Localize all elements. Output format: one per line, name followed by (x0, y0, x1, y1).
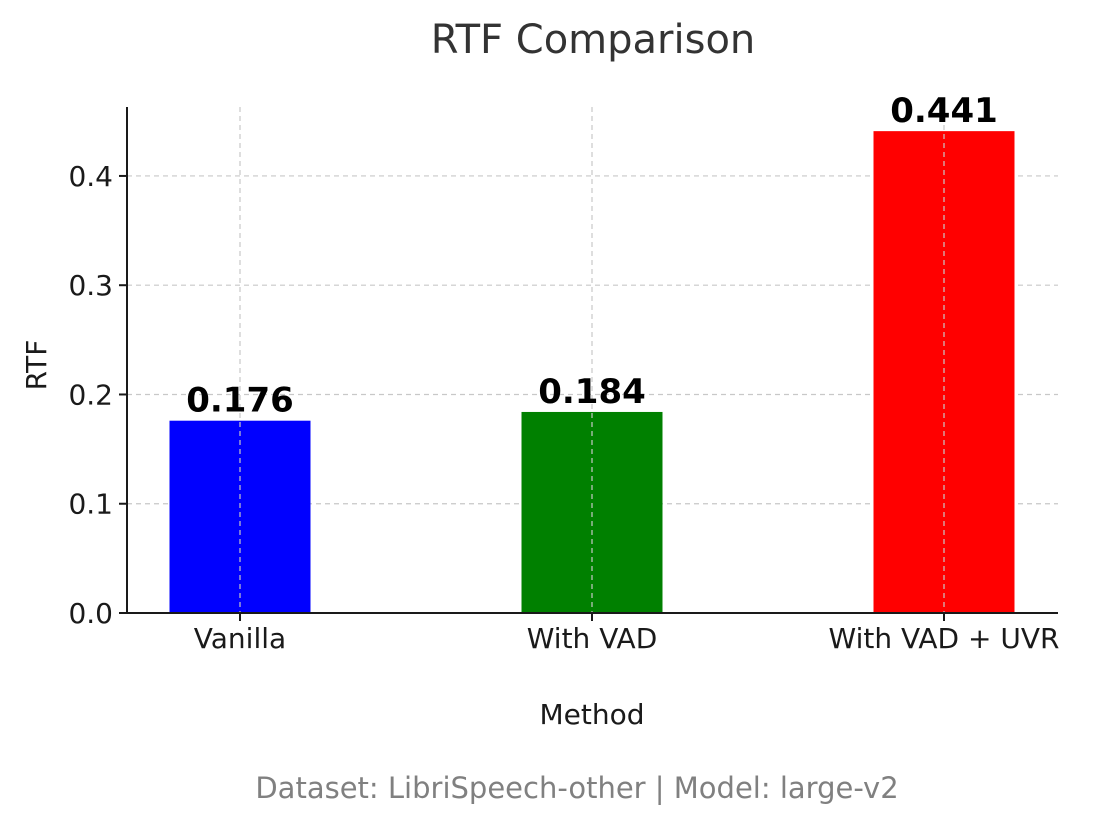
x-tick-label: With VAD + UVR (829, 622, 1060, 655)
x-axis-label: Method (539, 698, 644, 731)
y-axis-label: RTF (20, 340, 53, 391)
y-tick-label: 0.2 (68, 378, 113, 411)
bar-value-label: 0.441 (890, 91, 998, 131)
y-tick-label: 0.1 (68, 488, 113, 521)
value-labels: 0.176 0.184 0.441 (186, 91, 998, 421)
chart-title: RTF Comparison (431, 17, 756, 63)
y-tick-label: 0.4 (68, 160, 113, 193)
ticks: 0.0 0.1 0.2 0.3 0.4 Vanilla With VAD With VAD +… (68, 160, 1059, 655)
y-tick-label: 0.0 (68, 597, 113, 630)
bar-value-label: 0.184 (538, 372, 646, 412)
footnote: Dataset: LibriSpeech-other | Model: larg… (255, 771, 898, 805)
bar-value-label: 0.176 (186, 381, 294, 421)
x-tick-label: With VAD (527, 622, 658, 655)
y-tick-label: 0.3 (68, 269, 113, 302)
x-tick-label: Vanilla (194, 622, 286, 655)
